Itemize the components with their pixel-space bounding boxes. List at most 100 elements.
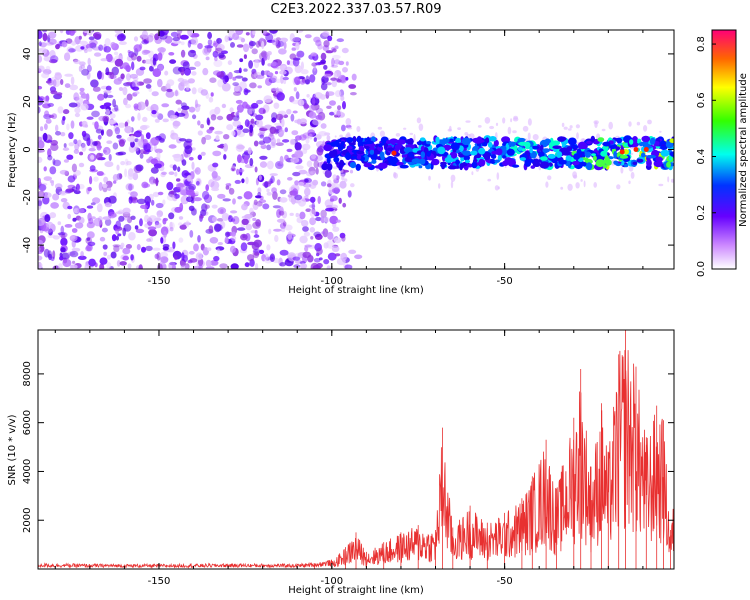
signal-blob [356, 137, 362, 143]
noise-blob [125, 183, 135, 191]
noise-blob [86, 237, 91, 241]
noise-blob [80, 251, 84, 257]
noise-blob [45, 118, 52, 123]
noise-blob [132, 172, 139, 181]
noise-blob [306, 94, 310, 98]
noise-blob [271, 112, 278, 120]
noise-blob [345, 76, 349, 81]
noise-blob [191, 208, 197, 216]
signal-blob [569, 145, 580, 149]
noise-blob [178, 237, 184, 243]
noise-blob [131, 61, 135, 71]
noise-blob [322, 228, 329, 238]
noise-blob [91, 110, 100, 118]
noise-blob [55, 44, 60, 50]
signal-blob [519, 157, 527, 161]
faint-blob [504, 165, 507, 169]
faint-blob [608, 121, 613, 130]
signal-blob [511, 164, 520, 168]
signal-blob [623, 149, 629, 155]
noise-blob [73, 92, 80, 101]
noise-blob [54, 183, 63, 190]
noise-blob [183, 111, 189, 119]
noise-blob [45, 80, 52, 84]
noise-blob [38, 65, 45, 72]
noise-blob [38, 262, 43, 269]
noise-blob [278, 210, 285, 216]
noise-blob [221, 103, 227, 109]
signal-blob [554, 156, 559, 162]
noise-blob [132, 86, 140, 91]
noise-blob [330, 77, 337, 81]
noise-blob [74, 112, 80, 118]
noise-blob [269, 126, 277, 134]
noise-blob [225, 185, 230, 190]
noise-blob [96, 143, 102, 151]
noise-blob [50, 55, 59, 63]
y-tick-label: 8000 [22, 361, 33, 386]
faint-blob [563, 126, 568, 130]
noise-blob [305, 208, 312, 212]
noise-blob [68, 48, 76, 53]
noise-blob [232, 76, 237, 81]
signal-blob [437, 146, 446, 155]
noise-blob [243, 54, 247, 59]
noise-blob [302, 251, 312, 258]
signal-blob [637, 138, 642, 143]
noise-blob [50, 256, 55, 262]
noise-blob [55, 124, 59, 132]
noise-blob [81, 68, 90, 76]
faint-blob [487, 178, 492, 182]
signal-blob [669, 151, 674, 157]
noise-blob [105, 85, 112, 91]
noise-blob [124, 121, 129, 128]
noise-blob [64, 52, 71, 61]
noise-blob [104, 218, 112, 226]
noise-blob [354, 254, 363, 260]
noise-blob [216, 115, 224, 121]
noise-blob [68, 142, 75, 147]
noise-blob [60, 79, 64, 85]
noise-blob [200, 209, 207, 217]
noise-blob [341, 235, 346, 242]
noise-blob [279, 249, 289, 256]
noise-blob [302, 226, 309, 232]
noise-blob [143, 142, 151, 152]
signal-blob [418, 165, 423, 169]
noise-blob [122, 207, 131, 214]
y-tick-label: 0 [22, 146, 33, 152]
noise-blob [280, 228, 286, 233]
noise-blob [295, 91, 300, 100]
noise-blob [87, 57, 91, 66]
noise-blob [216, 248, 221, 254]
noise-blob [47, 102, 54, 107]
noise-blob [152, 191, 160, 198]
noise-blob [101, 105, 104, 110]
signal-blob [467, 163, 473, 168]
faint-blob [395, 133, 401, 137]
noise-blob [332, 236, 338, 241]
noise-blob [305, 137, 310, 144]
noise-blob [126, 93, 133, 101]
noise-blob [48, 114, 55, 118]
noise-blob [69, 264, 74, 269]
noise-blob [209, 77, 217, 83]
noise-blob [176, 112, 186, 117]
noise-blob [326, 105, 332, 110]
noise-blob [223, 154, 227, 160]
signal-blob [337, 139, 342, 143]
noise-blob [38, 250, 43, 254]
noise-blob [46, 221, 54, 228]
noise-blob [320, 52, 327, 61]
noise-blob [106, 254, 111, 260]
noise-blob [125, 81, 133, 85]
noise-blob [256, 119, 263, 128]
noise-blob [144, 59, 153, 65]
noise-blob [42, 32, 48, 42]
noise-blob [289, 212, 294, 216]
noise-blob [79, 40, 88, 46]
noise-blob [311, 62, 318, 67]
noise-blob [349, 169, 354, 174]
noise-blob [253, 71, 262, 79]
noise-blob [52, 235, 60, 240]
